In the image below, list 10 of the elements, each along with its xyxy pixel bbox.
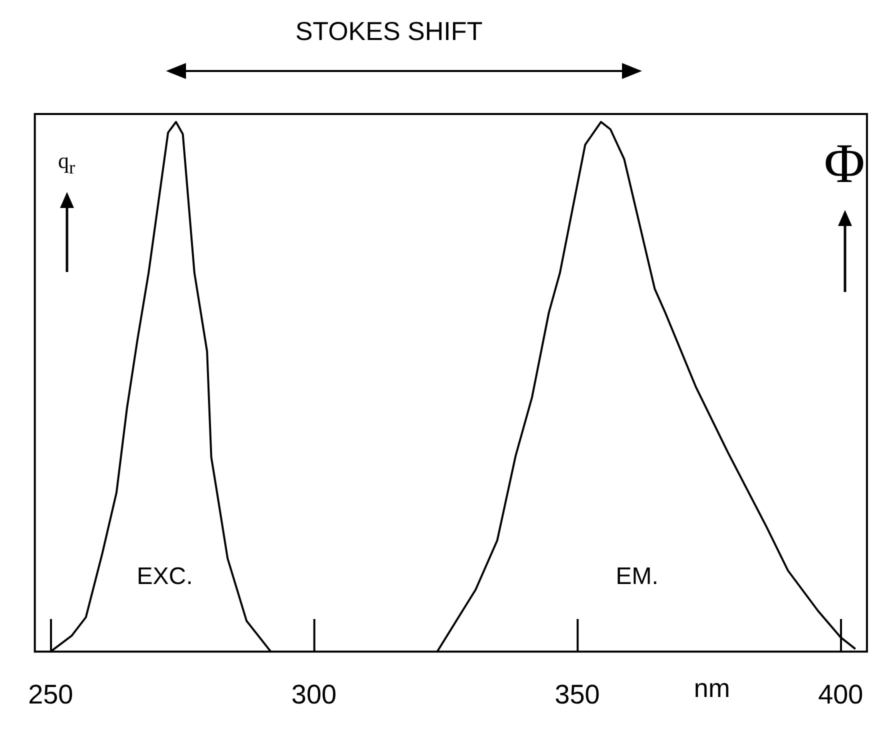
y-axis-title: q$_{r}$ xyxy=(58,148,76,178)
annotation: EXC. xyxy=(136,563,193,590)
y2-axis-title: Φ xyxy=(824,133,865,195)
chart-title: STOKES SHIFT xyxy=(295,16,483,46)
x-tick-label: 250 xyxy=(28,679,74,710)
x-axis-title: nm xyxy=(694,672,730,703)
annotation: EM. xyxy=(616,563,658,590)
x-tick-label: 350 xyxy=(554,679,600,710)
x-tick-label: 300 xyxy=(291,679,336,710)
x-tick-label: 400 xyxy=(818,679,864,710)
